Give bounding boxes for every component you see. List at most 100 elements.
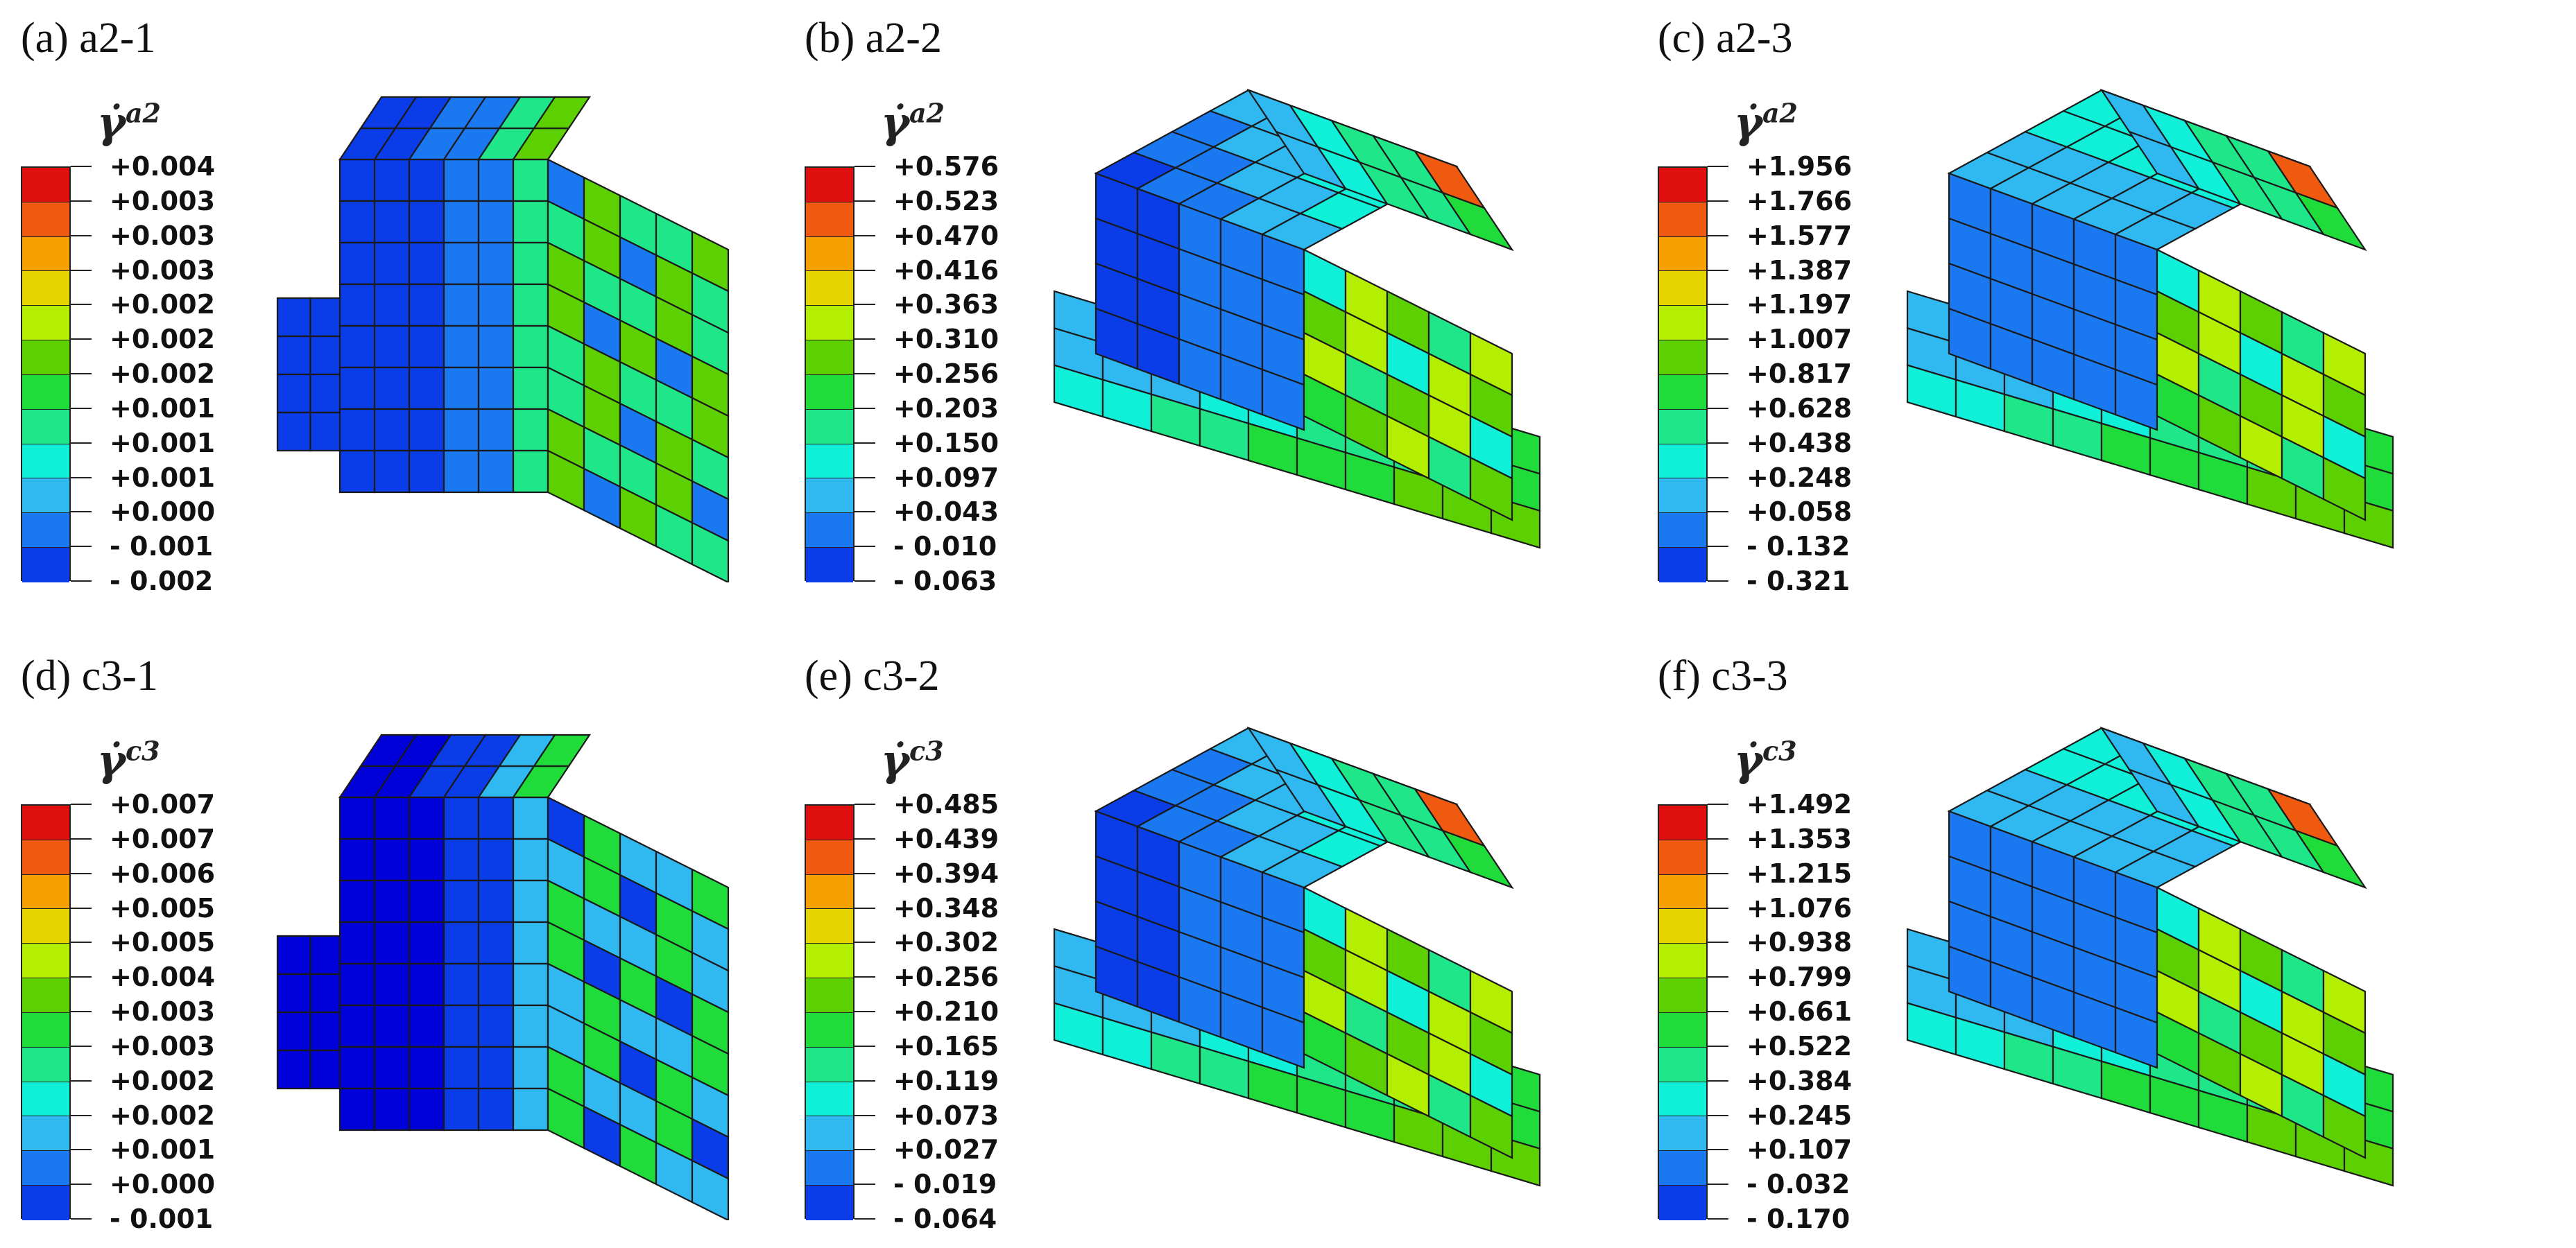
legend-swatch: [22, 874, 69, 910]
mesh-element: [408, 449, 445, 494]
legend-swatch: [1659, 1047, 1706, 1082]
mesh-element: [443, 1087, 480, 1132]
legend-swatch: [806, 168, 853, 202]
mesh-element: [373, 1087, 411, 1132]
legend-swatch: [22, 1186, 69, 1220]
legend-tick: [855, 511, 875, 513]
panel-label: (d) c3-1: [21, 652, 158, 700]
legend-swatch: [22, 1116, 69, 1152]
legend-value: +0.310: [893, 324, 999, 355]
legend-value: +0.119: [893, 1065, 999, 1096]
legend-swatch: [1659, 548, 1706, 582]
legend-symbol-gamma-dot: γ̇: [1734, 735, 1762, 786]
legend-value: - 0.001: [110, 1204, 214, 1234]
legend-value: +1.007: [1746, 324, 1853, 355]
legend-value: +0.248: [1746, 462, 1853, 493]
legend-swatch: [22, 478, 69, 514]
legend-tick: [1708, 1114, 1728, 1116]
legend-swatch: [1659, 409, 1706, 444]
legend-tick: [855, 407, 875, 409]
legend-value: +1.577: [1746, 220, 1853, 251]
legend-value: +1.197: [1746, 289, 1853, 320]
mesh-element: [373, 796, 411, 840]
mesh-element: [512, 366, 549, 410]
legend-value: +0.003: [110, 220, 216, 251]
legend-swatch: [22, 840, 69, 875]
legend-value: +0.007: [110, 823, 216, 854]
legend-tick: [1708, 200, 1728, 202]
legend-tick: [855, 373, 875, 374]
legend-swatch: [1659, 944, 1706, 979]
mesh-element: [443, 921, 480, 965]
mesh-element: [1469, 456, 1513, 521]
legend-tick: [71, 1114, 92, 1116]
legend-tick: [71, 1218, 92, 1220]
legend-tick: [855, 1218, 875, 1220]
legend-tick: [1708, 373, 1728, 374]
legend-swatch: [806, 840, 853, 875]
mesh-element: [443, 324, 480, 369]
legend-value: +0.003: [110, 1030, 216, 1061]
fe-mesh-image: [276, 734, 730, 1220]
legend-swatch: [22, 806, 69, 840]
legend-color-bar: [805, 166, 855, 582]
legend-value: +0.576: [893, 151, 999, 182]
mesh-element: [477, 962, 515, 1007]
legend-tick: [71, 269, 92, 271]
color-legend: γ̇c3 +0.485 +0.439 +0.394 +0.348 +0.302 +0.256…: [805, 735, 1096, 1234]
legend-value: +0.363: [893, 289, 999, 320]
legend-swatch: [806, 1151, 853, 1186]
mesh-element: [408, 879, 445, 924]
legend-tick: [1708, 269, 1728, 271]
legend-tick: [71, 442, 92, 444]
legend-value: +0.348: [893, 892, 999, 924]
mesh-element: [338, 366, 376, 410]
mesh-element: [373, 283, 411, 327]
mesh-element: [309, 373, 345, 414]
legend-swatch: [1659, 1116, 1706, 1152]
legend-swatch: [806, 1012, 853, 1048]
legend-symbol-superscript: a2: [1762, 97, 1798, 129]
legend-swatch: [806, 340, 853, 375]
legend-swatch: [22, 1047, 69, 1082]
legend-value: +0.107: [1746, 1134, 1853, 1165]
legend-swatch: [806, 236, 853, 272]
legend-value: +0.005: [110, 927, 216, 958]
legend-swatch: [1659, 168, 1706, 202]
legend-value: +0.661: [1746, 996, 1853, 1027]
legend-tick: [71, 166, 92, 167]
mesh-element: [338, 449, 376, 494]
legend-tick: [855, 200, 875, 202]
panel-label: (c) a2-3: [1658, 15, 1793, 62]
color-legend: γ̇a2 +1.956 +1.766 +1.577 +1.387 +1.197 +1.007…: [1658, 97, 1949, 596]
legend-ticks: [71, 166, 98, 582]
mesh-element: [691, 1159, 730, 1220]
legend-swatch: [806, 444, 853, 479]
legend-tick: [1708, 1045, 1728, 1047]
mesh-element: [443, 366, 480, 410]
mesh-element: [408, 408, 445, 452]
fe-mesh-body: [1053, 726, 1541, 1187]
legend-tick: [855, 580, 875, 582]
mesh-element: [2114, 1006, 2158, 1069]
fe-mesh-body: [276, 734, 730, 1220]
legend-tick: [71, 476, 92, 478]
mesh-element: [309, 1049, 345, 1090]
legend-tick: [71, 907, 92, 909]
mesh-element: [408, 921, 445, 965]
legend-value: +0.004: [110, 962, 216, 993]
legend-tick: [71, 804, 92, 805]
mesh-element: [443, 449, 480, 494]
legend-value: +0.002: [110, 1065, 216, 1096]
mesh-element: [1441, 191, 1514, 252]
legend-swatch: [1659, 909, 1706, 944]
mesh-element: [512, 1046, 549, 1090]
legend-value: - 0.063: [893, 566, 997, 596]
legend-swatch: [22, 978, 69, 1013]
legend-ticks: [71, 804, 98, 1220]
legend-ticks: [1708, 804, 1735, 1220]
fe-mesh-image: [1053, 726, 1541, 1187]
legend-swatch: [806, 513, 853, 548]
mesh-element: [512, 408, 549, 452]
legend-value: +0.150: [893, 427, 999, 458]
